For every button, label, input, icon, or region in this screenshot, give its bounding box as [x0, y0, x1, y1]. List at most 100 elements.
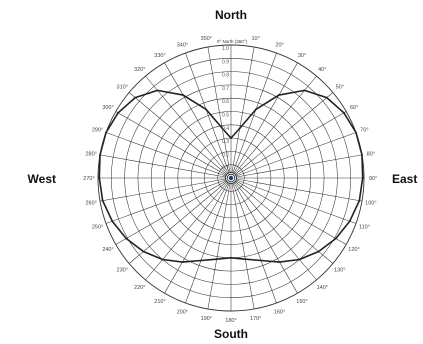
angle-tick-label: 50° — [336, 85, 344, 91]
grid-spoke — [230, 154, 363, 179]
grid-spoke — [230, 52, 277, 179]
radial-tick-label: 0.4 — [222, 126, 229, 132]
grid-spoke — [230, 177, 277, 304]
radial-tick-label: 0.1 — [222, 166, 229, 172]
radial-tick-label: 0.9 — [222, 59, 229, 65]
angle-tick-label: 160° — [274, 309, 285, 315]
north-label: North — [215, 8, 247, 22]
grid-spoke — [99, 177, 232, 202]
data-point — [361, 177, 364, 179]
data-point — [98, 177, 101, 179]
data-point — [230, 256, 232, 259]
angle-tick-label: 130° — [334, 267, 345, 273]
polar-series-layer — [98, 89, 364, 263]
data-point — [221, 127, 224, 130]
grid-spoke — [230, 46, 255, 179]
west-label: West — [28, 172, 56, 186]
radial-tick-label: 0.7 — [222, 86, 229, 92]
angle-tick-label: 340° — [177, 43, 188, 49]
data-point — [125, 237, 128, 240]
data-point — [101, 199, 104, 202]
angle-tick-label: 170° — [250, 316, 261, 322]
grid-spoke — [128, 92, 232, 179]
grid-spoke — [164, 177, 232, 294]
data-point — [134, 96, 137, 99]
grid-spoke — [164, 62, 232, 179]
angle-tick-label: 10° — [251, 36, 259, 42]
angle-tick-label: 330° — [154, 53, 165, 59]
data-point — [260, 259, 262, 262]
data-point — [156, 89, 159, 92]
data-point — [182, 94, 185, 96]
data-point — [334, 237, 337, 240]
grid-spoke — [105, 132, 232, 179]
angle-tick-label: 210° — [154, 299, 165, 305]
angle-tick-label: 290° — [92, 127, 103, 133]
data-point — [142, 250, 145, 253]
data-point — [255, 108, 257, 111]
south-label: South — [214, 327, 248, 341]
center-ring-middle — [226, 173, 236, 183]
data-point — [117, 111, 120, 114]
radial-tick-labels: 0.1 0.2 0.3 0.4 0.5 0.6 0.7 0.8 0.9 1.0 — [222, 46, 229, 172]
grid-spoke — [230, 75, 317, 179]
angle-tick-label: 120° — [348, 247, 359, 253]
angle-tick-label: 100° — [365, 201, 376, 207]
grid-spoke — [230, 111, 347, 179]
grid-spoke — [230, 177, 363, 202]
grid-spoke — [115, 177, 232, 245]
data-point — [361, 154, 363, 156]
grid-spoke — [145, 177, 232, 281]
grid-spoke — [230, 62, 298, 179]
angle-tick-label: 40° — [318, 67, 326, 73]
grid-spoke — [115, 111, 232, 179]
angle-tick-label: 200° — [177, 309, 188, 315]
radial-tick-label: 0.2 — [222, 152, 229, 158]
zero-direction-note: 0° North (360°) — [217, 39, 248, 44]
angle-tick-label: 270° — [83, 176, 94, 182]
data-point — [325, 96, 328, 99]
angle-tick-label: 90° — [369, 176, 377, 182]
grid-spoke — [185, 52, 232, 179]
data-point — [303, 89, 306, 92]
data-point — [348, 220, 351, 223]
data-point — [298, 258, 301, 261]
angle-tick-label: 320° — [134, 67, 145, 73]
radial-tick-label: 1.0 — [222, 46, 229, 52]
angle-tick-label: 230° — [117, 267, 128, 273]
data-point — [99, 154, 101, 156]
angle-tick-label: 240° — [102, 247, 113, 253]
data-point — [355, 131, 357, 134]
data-point — [342, 111, 345, 114]
angle-tick-label: 350° — [201, 36, 212, 42]
angle-tick-label: 30° — [298, 53, 306, 59]
radial-tick-label: 0.5 — [222, 113, 229, 119]
angle-tick-labels: 10° 20° 30° 40° 50° 60° 70° 80° 90° 100° 110° 120° 1… — [83, 36, 377, 324]
radial-tick-label: 0.3 — [222, 139, 229, 145]
angle-tick-label: 70° — [360, 127, 368, 133]
grid-spoke — [230, 177, 347, 245]
angle-tick-label: 80° — [367, 151, 375, 157]
data-point — [111, 220, 114, 223]
east-label: East — [392, 172, 417, 186]
grid-spoke — [230, 177, 255, 310]
data-point — [200, 259, 202, 262]
data-point — [278, 261, 281, 263]
angle-tick-label: 250° — [92, 225, 103, 231]
grid-spoke — [207, 46, 232, 179]
angle-tick-label: 310° — [117, 85, 128, 91]
polar-grid — [97, 44, 365, 312]
radial-tick-label: 0.6 — [222, 99, 229, 105]
grid-spoke — [185, 177, 232, 304]
grid-spoke — [99, 154, 232, 179]
grid-spoke — [230, 132, 357, 179]
data-point — [105, 131, 107, 134]
data-point — [277, 94, 280, 96]
center-dot — [228, 175, 234, 181]
data-point — [238, 127, 241, 130]
grid-spoke — [128, 177, 232, 264]
grid-spoke — [230, 177, 317, 281]
grid-spoke — [207, 177, 232, 310]
